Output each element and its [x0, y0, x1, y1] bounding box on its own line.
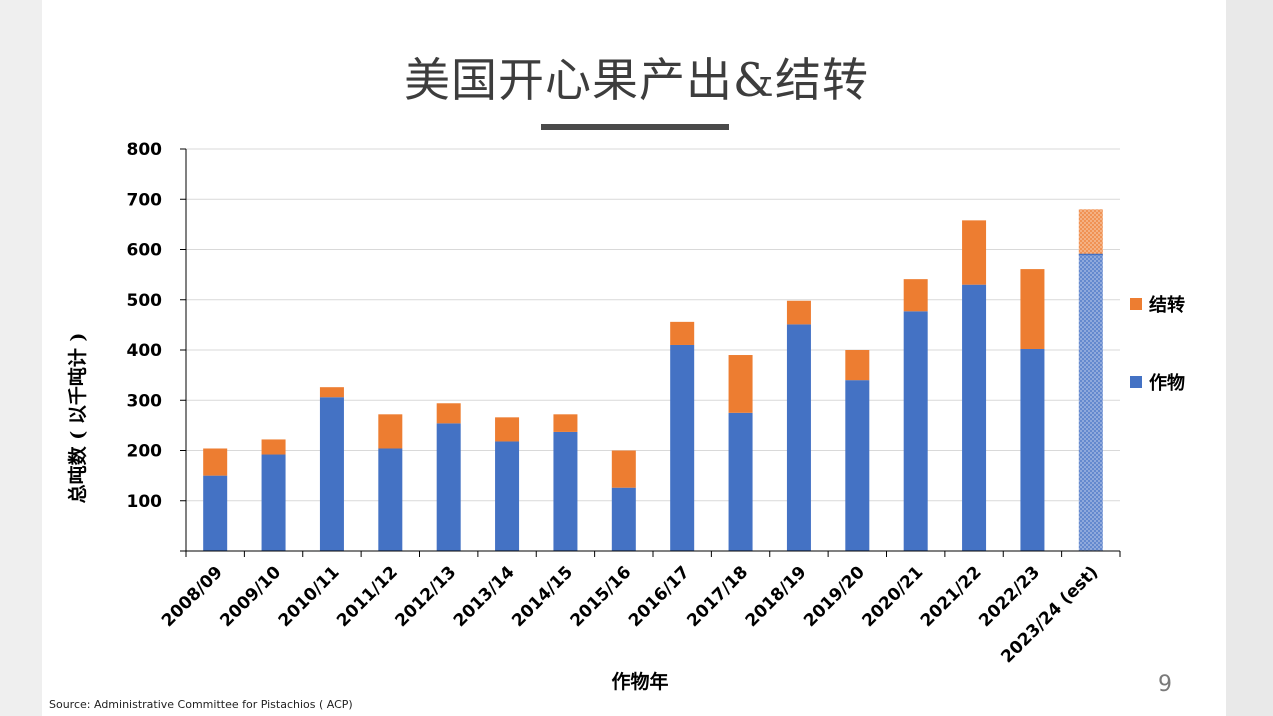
legend-label-crop: 作物 [1149, 372, 1185, 394]
x-tick-label: 2018/19 [742, 562, 811, 631]
bar-carryover [611, 450, 636, 488]
y-tick-label: 700 [127, 190, 163, 210]
bar-carryover [1020, 269, 1045, 349]
bar-carryover [495, 417, 520, 442]
x-tick-label: 2015/16 [567, 562, 636, 631]
x-tick-label: 2012/13 [392, 562, 461, 631]
x-tick-label: 2019/20 [800, 562, 869, 631]
page-number: 9 [1158, 672, 1172, 697]
x-tick-label: 2009/10 [216, 562, 285, 631]
x-tick-label: 2016/17 [625, 562, 694, 631]
bar-crop [962, 284, 987, 551]
bar-crop [611, 487, 636, 551]
x-tick-label: 2013/14 [450, 562, 519, 631]
bar-crop [319, 397, 344, 551]
y-tick-labels: 100 200 300 400 500 600 700 800 [127, 140, 163, 512]
bar-crop [378, 448, 403, 551]
y-tick-label: 600 [127, 241, 163, 261]
y-tick-label: 100 [127, 492, 163, 512]
bar-crop [670, 344, 695, 551]
x-tick-label: 2021/22 [917, 562, 986, 631]
bar-crop [1020, 348, 1045, 551]
y-tick-label: 200 [127, 442, 163, 462]
bar-carryover [728, 355, 753, 413]
title-underline [541, 124, 729, 130]
bar-crop [786, 324, 811, 551]
axes [180, 148, 1121, 557]
bar-carryover [670, 321, 695, 345]
source-note: Source: Administrative Committee for Pis… [49, 698, 353, 711]
bar-crop [1078, 254, 1103, 551]
bar-crop [845, 380, 870, 551]
bar-crop [436, 423, 461, 551]
x-tick-label: 2020/21 [859, 562, 928, 631]
bar-crop [203, 475, 228, 551]
bar-carryover [845, 350, 870, 381]
x-tick-labels: 2008/092009/102010/112011/122012/132013/… [158, 562, 1102, 667]
bar-carryover [1078, 209, 1103, 255]
x-tick-label: 2011/12 [333, 562, 402, 631]
x-tick-label: 2008/09 [158, 562, 227, 631]
bar-crop [728, 412, 753, 551]
y-tick-label: 500 [127, 291, 163, 311]
bar-carryover [203, 448, 228, 476]
x-tick-label: 2014/15 [508, 562, 577, 631]
bar-crop [261, 454, 286, 551]
legend-swatch-crop [1130, 376, 1142, 388]
x-tick-label: 2017/18 [683, 562, 752, 631]
bar-carryover [962, 220, 987, 285]
bar-crop [495, 441, 520, 551]
bar-crop [553, 431, 578, 551]
bar-carryover [553, 414, 578, 432]
x-axis-title: 作物年 [611, 670, 668, 693]
y-tick-label: 300 [127, 391, 163, 411]
legend: 结转 作物 [1130, 294, 1185, 394]
bar-carryover [319, 387, 344, 398]
window-edge [1226, 0, 1273, 716]
x-tick-label: 2010/11 [275, 562, 344, 631]
legend-swatch-carryover [1130, 298, 1142, 310]
bar-carryover [261, 439, 286, 455]
bar-carryover [903, 279, 928, 312]
bars [203, 209, 1103, 551]
bar-crop [903, 311, 928, 551]
slide-title: 美国开心果产出&结转 [404, 53, 869, 107]
bar-carryover [378, 414, 403, 449]
y-tick-label: 800 [127, 140, 163, 160]
y-tick-label: 400 [127, 341, 163, 361]
bar-carryover [786, 300, 811, 325]
legend-label-carryover: 结转 [1149, 294, 1185, 316]
bar-carryover [436, 403, 461, 424]
y-axis-title: 总吨数 ( 以千吨计 ) [66, 333, 89, 504]
